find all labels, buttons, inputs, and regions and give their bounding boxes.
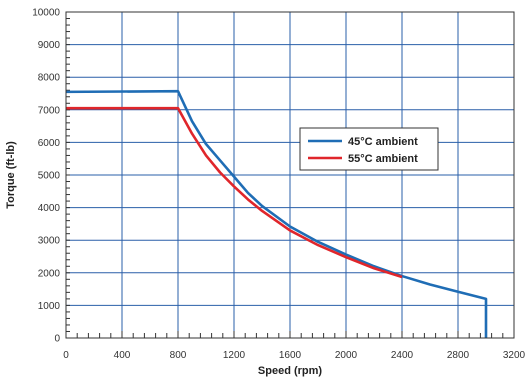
x-tick-label: 1200 (223, 350, 246, 361)
y-tick-label: 10000 (32, 8, 60, 19)
y-tick-label: 6000 (38, 138, 61, 149)
y-tick-label: 9000 (38, 40, 61, 51)
x-tick-label: 0 (63, 350, 69, 361)
y-tick-label: 2000 (38, 268, 61, 279)
y-tick-label: 0 (54, 334, 60, 345)
y-axis-title: Torque (ft-lb) (5, 141, 17, 209)
legend-label: 45°C ambient (348, 136, 418, 148)
x-tick-label: 3200 (503, 350, 526, 361)
legend-label: 55°C ambient (348, 153, 418, 165)
y-tick-label: 7000 (38, 105, 61, 116)
x-tick-label: 400 (114, 350, 131, 361)
y-tick-label: 1000 (38, 301, 61, 312)
legend-box (299, 127, 439, 171)
series-lines (65, 89, 488, 338)
x-tick-label: 1600 (279, 350, 302, 361)
tick-labels: 0 400 800 1200 1600 2000 2400 2800 3200 0 1000 2000… (32, 8, 525, 362)
x-tick-label: 2400 (391, 350, 414, 361)
x-tick-label: 2800 (447, 350, 470, 361)
y-tick-label: 8000 (38, 73, 61, 84)
minor-ticks (65, 11, 515, 339)
y-tick-label: 5000 (38, 171, 61, 182)
grid (66, 12, 514, 338)
series-line-45c (65, 89, 488, 338)
y-tick-label: 3000 (38, 236, 61, 247)
y-tick-label: 4000 (38, 203, 61, 214)
x-tick-label: 800 (170, 350, 187, 361)
x-axis-title: Speed (rpm) (258, 365, 323, 377)
plot-frame (65, 11, 515, 339)
legend: 45°C ambient 55°C ambient (299, 127, 439, 171)
series-line-55c (66, 106, 403, 279)
x-tick-label: 2000 (335, 350, 358, 361)
